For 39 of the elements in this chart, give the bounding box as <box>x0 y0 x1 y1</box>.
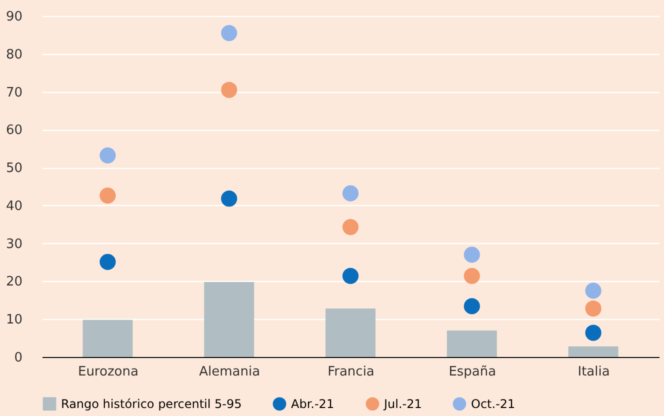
legend-label: Rango histórico percentil 5-95 <box>61 396 242 411</box>
point <box>100 254 116 270</box>
y-tick-label: 60 <box>6 123 22 138</box>
legend-label: Oct.-21 <box>471 396 516 411</box>
y-tick-label: 40 <box>6 198 22 214</box>
y-tick-label: 20 <box>6 274 22 290</box>
y-tick-label: 90 <box>6 10 22 24</box>
point <box>464 246 480 263</box>
point <box>464 268 480 284</box>
x-tick-label: España <box>448 364 496 380</box>
bar <box>446 330 497 357</box>
bar <box>82 320 133 357</box>
point <box>342 268 359 284</box>
y-tick-label: 30 <box>6 236 22 252</box>
bar <box>326 308 376 357</box>
y-tick-label: 70 <box>6 85 22 100</box>
point <box>464 298 480 314</box>
x-tick-label: Eurozona <box>78 364 138 380</box>
x-tick-label: Alemania <box>199 364 260 380</box>
x-tick-label: Italia <box>578 364 610 380</box>
point <box>221 25 238 42</box>
y-tick-label: 50 <box>6 161 22 176</box>
point <box>221 190 238 207</box>
y-tick-label: 10 <box>6 312 22 328</box>
legend-label: Jul.-21 <box>383 396 422 411</box>
point <box>585 300 602 317</box>
x-tick-label: Francia <box>328 364 374 380</box>
y-tick-label: 80 <box>6 47 22 62</box>
y-tick-label: 0 <box>14 350 22 366</box>
point <box>585 324 602 341</box>
bar <box>204 282 254 357</box>
point <box>342 185 359 202</box>
point <box>100 147 116 164</box>
point <box>342 218 359 236</box>
point <box>221 82 238 98</box>
point <box>100 188 116 204</box>
legend-label: Abr.-21 <box>291 396 334 411</box>
point <box>585 282 602 299</box>
bar <box>568 346 618 357</box>
